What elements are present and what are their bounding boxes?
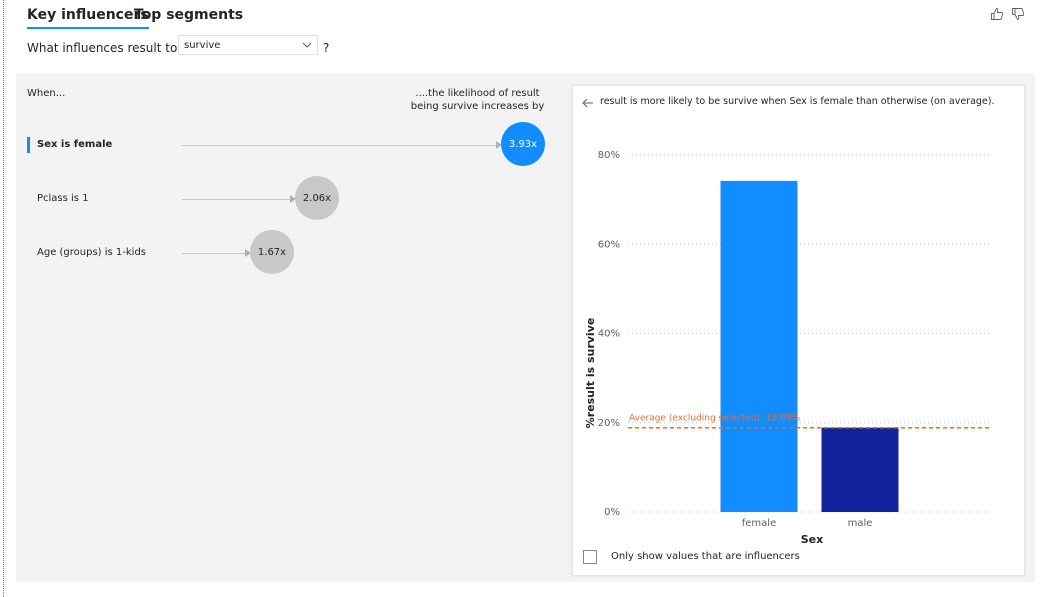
x-tick-label: female	[742, 518, 776, 529]
chart-gridlines	[628, 154, 992, 513]
question-label: What influences result to be	[27, 41, 197, 55]
influencer-connector	[182, 199, 292, 200]
chevron-down-icon	[302, 42, 312, 48]
help-icon[interactable]: ?	[323, 41, 330, 55]
visual-border	[3, 0, 4, 597]
influencer-label: Age (groups) is 1-kids	[37, 247, 147, 258]
influencer-label: Sex is female	[37, 139, 113, 150]
y-tick-label: 60%	[598, 239, 620, 250]
x-tick-label: male	[848, 518, 873, 529]
arrow-icon	[245, 249, 251, 257]
average-reference-label: Average (excluding selected): 18.89%	[629, 414, 801, 424]
y-axis-label: %result is survive	[584, 318, 597, 429]
y-tick-label: 0%	[604, 507, 620, 518]
bar-male[interactable]	[821, 427, 899, 512]
dropdown-value: survive	[184, 40, 221, 51]
detail-card	[572, 85, 1025, 576]
thumbs-down-icon[interactable]	[1011, 7, 1025, 21]
chart-bars	[720, 180, 899, 512]
detail-description: result is more likely to be survive when…	[600, 96, 995, 107]
influencer-value-bubble: 2.06x	[295, 176, 339, 220]
influencers-only-checkbox[interactable]	[583, 550, 597, 564]
tab-key-influencers-label: Key influencers	[27, 7, 149, 23]
back-arrow-icon[interactable]	[582, 98, 594, 108]
chart-y-ticks: 0% 20% 40% 60% 80%	[598, 150, 620, 518]
thumbs-up-icon[interactable]	[990, 7, 1004, 21]
bar-female[interactable]	[720, 180, 798, 512]
influencer-row-pclass-1[interactable]: Pclass is 1 2.06x	[0, 176, 560, 222]
tab-top-segments-label: Top segments	[134, 7, 244, 23]
likelihood-header: ....the likelihood of result being survi…	[410, 88, 545, 112]
influencer-value-bubble: 3.93x	[501, 122, 545, 166]
chart-x-ticks: female male	[742, 518, 873, 529]
chart-reference: Average (excluding selected): 18.89%	[628, 414, 992, 429]
influencer-connector	[182, 145, 498, 146]
influencer-row-age-kids[interactable]: Age (groups) is 1-kids 1.67x	[0, 230, 560, 276]
active-tab-underline	[27, 27, 149, 29]
checkbox-label: Only show values that are influencers	[611, 551, 800, 562]
tab-top-segments[interactable]: Top segments	[134, 7, 243, 23]
y-tick-label: 40%	[598, 329, 620, 340]
bar-chart: 0% 20% 40% 60% 80% female male Average (exclu…	[584, 150, 992, 546]
influencer-row-sex-female[interactable]: Sex is female 3.93x	[0, 122, 560, 168]
x-axis-label: Sex	[801, 533, 823, 546]
selected-marker	[27, 137, 30, 153]
influencer-label: Pclass is 1	[37, 193, 89, 204]
arrow-icon	[496, 141, 502, 149]
influencer-value-bubble: 1.67x	[250, 230, 294, 274]
y-tick-label: 20%	[598, 418, 620, 429]
y-tick-label: 80%	[598, 150, 620, 161]
influencer-connector	[182, 253, 246, 254]
result-dropdown[interactable]: survive	[178, 35, 318, 55]
tab-key-influencers[interactable]: Key influencers	[27, 7, 149, 29]
when-header: When...	[27, 88, 66, 99]
arrow-icon	[290, 195, 296, 203]
